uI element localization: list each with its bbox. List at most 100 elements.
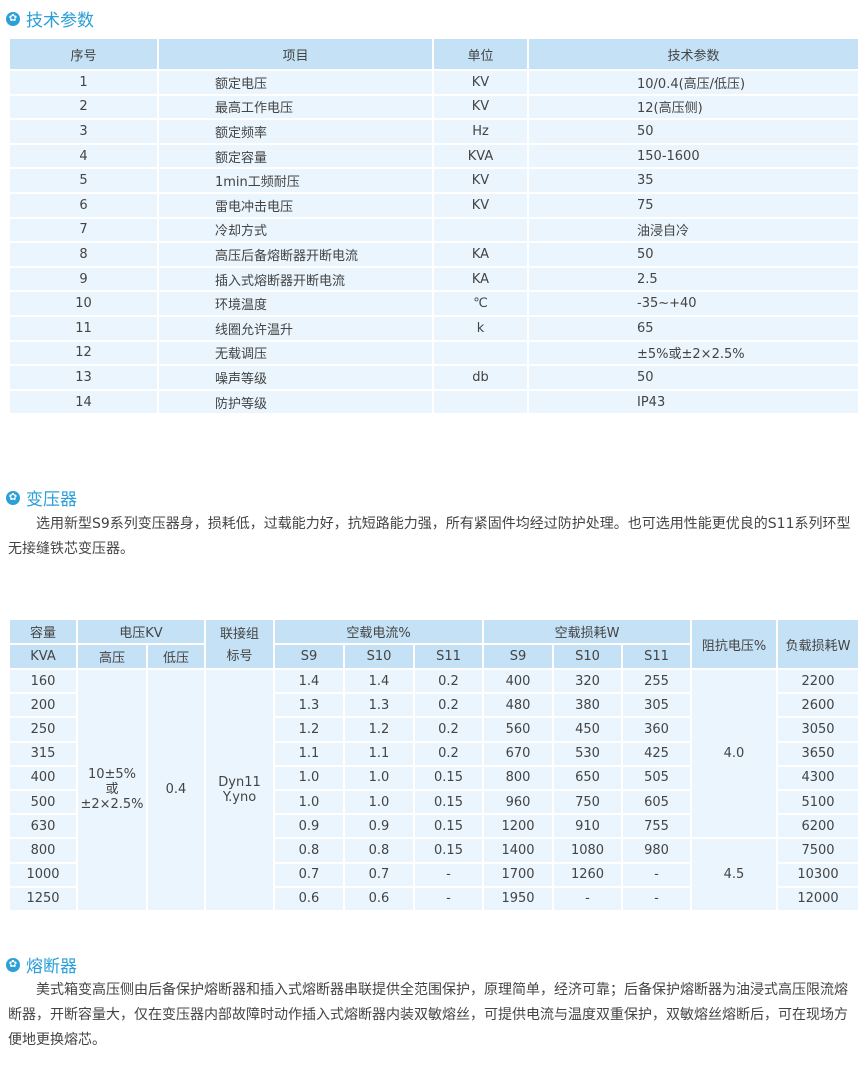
table-row: 4 额定容量 KVA 150-1600 — [8, 142, 860, 170]
value-cell: 1.0 — [343, 764, 415, 791]
value-cell: 0.8 — [343, 837, 415, 864]
value-cell: 1200 — [482, 813, 554, 840]
value-cell: 0.7 — [273, 861, 345, 888]
table-row: 630 0.9 0.9 0.15 1200 910 755 6200 — [8, 813, 860, 840]
column-header: 单位 — [432, 37, 529, 71]
value-cell: 400 — [482, 667, 554, 695]
header-high: 高压 — [76, 643, 148, 670]
value-cell: 1.3 — [273, 692, 345, 719]
header-noload-loss: 空载损耗W — [482, 618, 692, 645]
table-row: 14 防护等级 IP43 — [8, 388, 860, 416]
value-cell: - — [621, 885, 692, 912]
table-cell: 50 — [527, 241, 860, 268]
star-circle-icon: ✿ — [6, 490, 20, 505]
header-group: 联接组标号 — [204, 618, 275, 670]
capacity-cell: 630 — [8, 813, 78, 840]
value-cell: 425 — [621, 740, 692, 767]
table-row: 7 冷却方式 油浸自冷 — [8, 216, 860, 244]
value-cell: 0.6 — [343, 885, 415, 912]
table-cell: 50 — [527, 118, 860, 145]
table-row: 315 1.1 1.1 0.2 670 530 425 3650 — [8, 740, 860, 767]
table-cell: 12 — [8, 339, 159, 367]
value-cell: 0.2 — [413, 692, 484, 719]
value-cell: 0.9 — [343, 813, 415, 840]
header-s10: S10 — [343, 643, 415, 670]
table-row: 2 最高工作电压 KV 12(高压侧) — [8, 93, 860, 121]
load-loss-cell: 2200 — [776, 667, 860, 695]
impedance-cell: 4.5 — [690, 837, 778, 912]
header-s11: S11 — [413, 643, 484, 670]
value-cell: 255 — [621, 667, 692, 695]
table-cell: 65 — [527, 314, 860, 342]
table-cell: Hz — [432, 118, 529, 145]
table-cell: 油浸自冷 — [527, 216, 860, 244]
value-cell: 0.2 — [413, 667, 484, 695]
table-cell: KV — [432, 191, 529, 219]
group-cell: Dyn11 Y.yno — [204, 668, 275, 912]
table-row: 200 1.3 1.3 0.2 480 380 305 2600 — [8, 692, 860, 719]
value-cell: - — [413, 861, 484, 888]
value-cell: 1260 — [552, 861, 623, 888]
capacity-cell: 500 — [8, 788, 78, 816]
value-cell: 0.15 — [413, 837, 484, 864]
table-cell: 2 — [8, 93, 159, 121]
value-cell: 1.0 — [273, 764, 345, 791]
value-cell: 650 — [552, 764, 623, 791]
value-cell: 380 — [552, 692, 623, 719]
table-row: 160 10±5% 或 ±2×2.5% 0.4 Dyn11 Y.yno 1.4 1.4 0.… — [8, 667, 860, 912]
table-cell: 7 — [8, 216, 159, 244]
value-cell: - — [552, 885, 623, 912]
value-cell: 670 — [482, 740, 554, 767]
table-cell — [432, 216, 529, 244]
value-cell: 0.8 — [273, 837, 345, 864]
header-s9: S9 — [273, 643, 345, 670]
table-cell: 50 — [527, 364, 860, 391]
params-table: 序号 项目 单位 技术参数 1 额定电压 KV 10/0.4(高压/低压) 2 最高工作电压 KV 1… — [8, 37, 860, 416]
table-cell: 35 — [527, 167, 860, 194]
table-cell: ℃ — [432, 290, 529, 317]
table-cell: 冷却方式 — [157, 216, 434, 244]
high-voltage-cell: 10±5% 或 ±2×2.5% — [76, 668, 148, 912]
capacity-cell: 400 — [8, 764, 78, 791]
table-row: 3 额定频率 Hz 50 — [8, 118, 860, 145]
table-row: 10 环境温度 ℃ -35~+40 — [8, 290, 860, 317]
capacity-cell: 1250 — [8, 885, 78, 912]
value-cell: 505 — [621, 764, 692, 791]
table-cell: KV — [432, 167, 529, 194]
table-cell: KA — [432, 265, 529, 293]
capacity-cell: 200 — [8, 692, 78, 719]
value-cell: 1.4 — [273, 667, 345, 695]
value-cell: 0.9 — [273, 813, 345, 840]
table-cell: 150-1600 — [527, 142, 860, 170]
value-cell: 800 — [482, 764, 554, 791]
table-row: 11 线圈允许温升 k 65 — [8, 314, 860, 342]
table-cell: 额定电压 — [157, 69, 434, 96]
value-cell: 910 — [552, 813, 623, 840]
table-row: 1250 0.6 0.6-1950- -12000 — [8, 885, 860, 912]
table-cell: 10 — [8, 290, 159, 317]
table-cell: 防护等级 — [157, 388, 434, 416]
section-heading-params: ✿ 技术参数 — [6, 6, 94, 31]
table-cell: 最高工作电压 — [157, 93, 434, 121]
table-cell: k — [432, 314, 529, 342]
star-circle-icon: ✿ — [6, 11, 20, 26]
table-cell: 4 — [8, 142, 159, 170]
header-voltage: 电压KV — [76, 618, 206, 645]
table-cell: 6 — [8, 191, 159, 219]
table-cell: 1 — [8, 69, 159, 96]
load-loss-cell: 6200 — [776, 813, 860, 840]
table-row: 250 1.2 1.2 0.2 560 450 360 3050 — [8, 716, 860, 743]
load-loss-cell: 4300 — [776, 764, 860, 791]
table-row: 500 1.0 1.0 0.15 960 750 605 5100 — [8, 788, 860, 816]
header-low: 低压 — [146, 643, 206, 670]
table-row: 12 无载调压 ±5%或±2×2.5% — [8, 339, 860, 367]
value-cell: 0.15 — [413, 813, 484, 840]
capacity-cell: 1000 — [8, 861, 78, 888]
table-cell — [432, 388, 529, 416]
load-loss-cell: 2600 — [776, 692, 860, 719]
table-cell: 雷电冲击电压 — [157, 191, 434, 219]
table-cell: 8 — [8, 241, 159, 268]
table-cell: 1min工频耐压 — [157, 167, 434, 194]
table-cell: IP43 — [527, 388, 860, 416]
load-loss-cell: 3650 — [776, 740, 860, 767]
